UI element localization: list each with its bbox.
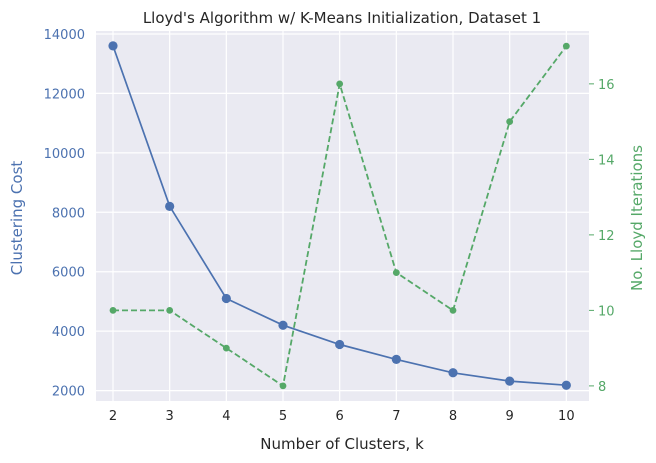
x-tick-label: 9 (506, 409, 514, 424)
series-1-point (278, 320, 288, 330)
series-1-point (108, 41, 118, 51)
series-layer (108, 41, 571, 390)
x-tick-label: 10 (558, 409, 575, 424)
series-2-point (279, 382, 287, 390)
y-tick-label-right: 8 (598, 380, 606, 395)
chart-title: Lloyd's Algorithm w/ K-Means Initializat… (143, 9, 541, 27)
series-1-point (221, 293, 231, 304)
series-1-point (505, 376, 515, 386)
grid (96, 31, 589, 401)
series-2-point (109, 306, 117, 314)
series-1-point (165, 201, 175, 211)
series-2-point (166, 306, 174, 314)
y-axis-label-left: Clustering Cost (8, 161, 26, 276)
series-2-point (562, 42, 570, 50)
y-tick-label-right: 16 (598, 78, 615, 93)
y-tick-label-left: 10000 (44, 147, 85, 162)
y-tick-label-left: 14000 (44, 28, 85, 43)
ticks: 2 3 4 5 6 7 8 9 10 2000 4000 6000 8000 10000 12000 1400… (44, 28, 615, 424)
series-2-point (392, 269, 400, 277)
y-tick-label-right: 10 (598, 304, 615, 319)
series-2-point (336, 80, 344, 88)
y-tick-label-left: 12000 (44, 87, 85, 102)
series-1-point (391, 354, 401, 364)
x-tick-label: 3 (166, 409, 174, 424)
y-tick-label-left: 4000 (52, 325, 85, 340)
y-tick-label-left: 2000 (52, 385, 85, 400)
x-tick-label: 2 (109, 409, 117, 424)
x-tick-label: 5 (279, 409, 287, 424)
series-2-point (222, 344, 230, 352)
series-1-point (561, 380, 571, 390)
x-tick-label: 7 (392, 409, 400, 424)
y-tick-label-left: 6000 (52, 266, 85, 281)
series-1-point (335, 339, 345, 350)
y-tick-label-right: 12 (598, 229, 615, 244)
y-axis-label-right: No. Lloyd Iterations (628, 145, 646, 291)
x-axis-label: Number of Clusters, k (260, 435, 424, 453)
series-2-point (506, 118, 514, 126)
y-tick-label-right: 14 (598, 153, 615, 168)
y-tick-label-left: 8000 (52, 206, 85, 221)
x-tick-label: 4 (222, 409, 230, 424)
series-1-point (448, 368, 458, 378)
series-2-point (449, 306, 457, 314)
x-tick-label: 6 (336, 409, 344, 424)
x-tick-label: 8 (449, 409, 457, 424)
